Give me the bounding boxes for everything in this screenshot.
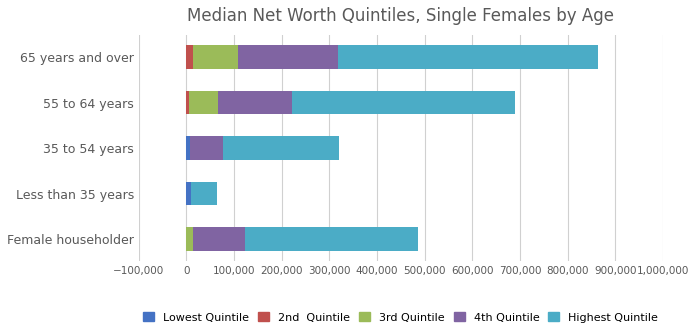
Bar [292,91,515,114]
Legend: Lowest Quintile, 2nd  Quintile, 3rd Quintile, 4th Quintile, Highest Quintile: Lowest Quintile, 2nd Quintile, 3rd Quint… [139,308,663,327]
Bar [189,91,219,114]
Title: Median Net Worth Quintiles, Single Females by Age: Median Net Worth Quintiles, Single Femal… [187,7,615,25]
Bar [190,136,223,160]
Bar [187,182,191,205]
Bar [338,45,598,69]
Bar [187,45,193,69]
Bar [219,91,292,114]
Bar [193,227,246,251]
Bar [187,227,193,251]
Bar [223,136,340,160]
Bar [187,136,190,160]
Bar [238,45,338,69]
Bar [187,91,189,114]
Bar [193,45,238,69]
Bar [246,227,418,251]
Bar [191,182,217,205]
